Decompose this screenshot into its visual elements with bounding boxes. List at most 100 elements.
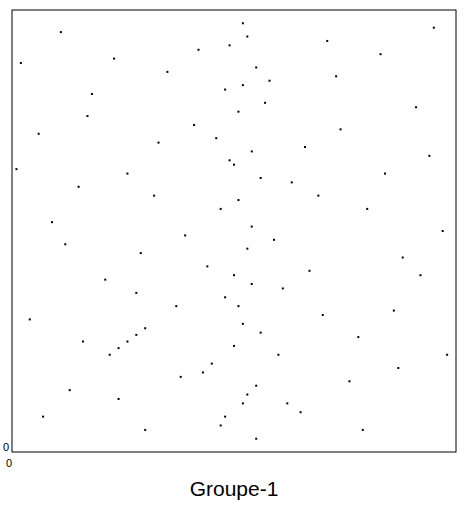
point bbox=[229, 159, 231, 161]
point bbox=[282, 287, 284, 289]
point bbox=[206, 265, 208, 267]
point bbox=[277, 354, 279, 356]
point bbox=[415, 106, 417, 108]
point bbox=[211, 363, 213, 365]
point bbox=[38, 133, 40, 135]
point bbox=[153, 195, 155, 197]
point bbox=[237, 199, 239, 201]
point bbox=[260, 177, 262, 179]
point bbox=[393, 310, 395, 312]
point bbox=[242, 402, 244, 404]
point bbox=[144, 429, 146, 431]
point bbox=[140, 252, 142, 254]
point bbox=[446, 354, 448, 356]
point bbox=[251, 226, 253, 228]
point bbox=[246, 394, 248, 396]
point bbox=[246, 248, 248, 250]
point bbox=[109, 354, 111, 356]
plot-frame bbox=[12, 10, 456, 452]
point bbox=[242, 22, 244, 24]
point bbox=[402, 257, 404, 259]
point bbox=[357, 336, 359, 338]
point bbox=[42, 416, 44, 418]
point bbox=[291, 181, 293, 183]
point bbox=[233, 274, 235, 276]
point bbox=[135, 334, 137, 336]
point bbox=[82, 341, 84, 343]
point bbox=[233, 164, 235, 166]
point bbox=[166, 71, 168, 73]
point bbox=[158, 142, 160, 144]
point bbox=[135, 292, 137, 294]
point bbox=[322, 314, 324, 316]
point bbox=[317, 195, 319, 197]
point bbox=[264, 102, 266, 104]
point bbox=[242, 84, 244, 86]
point bbox=[255, 66, 257, 68]
point bbox=[335, 75, 337, 77]
point bbox=[104, 279, 106, 281]
point bbox=[144, 327, 146, 329]
point bbox=[237, 111, 239, 113]
point bbox=[184, 234, 186, 236]
point bbox=[260, 332, 262, 334]
point bbox=[78, 186, 80, 188]
point bbox=[113, 58, 115, 60]
point bbox=[224, 89, 226, 91]
point bbox=[326, 40, 328, 42]
point bbox=[286, 402, 288, 404]
point bbox=[91, 93, 93, 95]
point bbox=[220, 424, 222, 426]
point bbox=[118, 347, 120, 349]
point bbox=[273, 239, 275, 241]
point bbox=[60, 31, 62, 33]
point bbox=[366, 208, 368, 210]
point bbox=[237, 305, 239, 307]
point bbox=[64, 243, 66, 245]
point bbox=[15, 168, 17, 170]
point bbox=[69, 389, 71, 391]
point bbox=[251, 283, 253, 285]
point bbox=[269, 80, 271, 82]
point bbox=[246, 36, 248, 38]
point bbox=[233, 345, 235, 347]
point bbox=[175, 305, 177, 307]
point bbox=[419, 274, 421, 276]
point bbox=[224, 296, 226, 298]
point bbox=[362, 429, 364, 431]
x-axis-label: Groupe-1 bbox=[190, 477, 279, 500]
point bbox=[20, 62, 22, 64]
point bbox=[229, 44, 231, 46]
point bbox=[255, 385, 257, 387]
point bbox=[220, 208, 222, 210]
chart: 0 0 Groupe-1 bbox=[0, 0, 470, 508]
point bbox=[242, 323, 244, 325]
point bbox=[433, 27, 435, 29]
x-tick-label: 0 bbox=[6, 457, 12, 469]
points bbox=[15, 22, 448, 439]
y-tick-label: 0 bbox=[3, 441, 9, 453]
point bbox=[348, 380, 350, 382]
point bbox=[180, 376, 182, 378]
point bbox=[215, 137, 217, 139]
point bbox=[428, 155, 430, 157]
point bbox=[384, 173, 386, 175]
point bbox=[300, 411, 302, 413]
point bbox=[251, 150, 253, 152]
point bbox=[397, 367, 399, 369]
point bbox=[380, 53, 382, 55]
point bbox=[51, 221, 53, 223]
point bbox=[202, 371, 204, 373]
point bbox=[442, 230, 444, 232]
point bbox=[304, 146, 306, 148]
point bbox=[197, 49, 199, 51]
point bbox=[224, 416, 226, 418]
point bbox=[308, 270, 310, 272]
point bbox=[340, 128, 342, 130]
point bbox=[86, 115, 88, 117]
point bbox=[126, 341, 128, 343]
point bbox=[255, 438, 257, 440]
point bbox=[193, 124, 195, 126]
point bbox=[118, 398, 120, 400]
point bbox=[29, 318, 31, 320]
